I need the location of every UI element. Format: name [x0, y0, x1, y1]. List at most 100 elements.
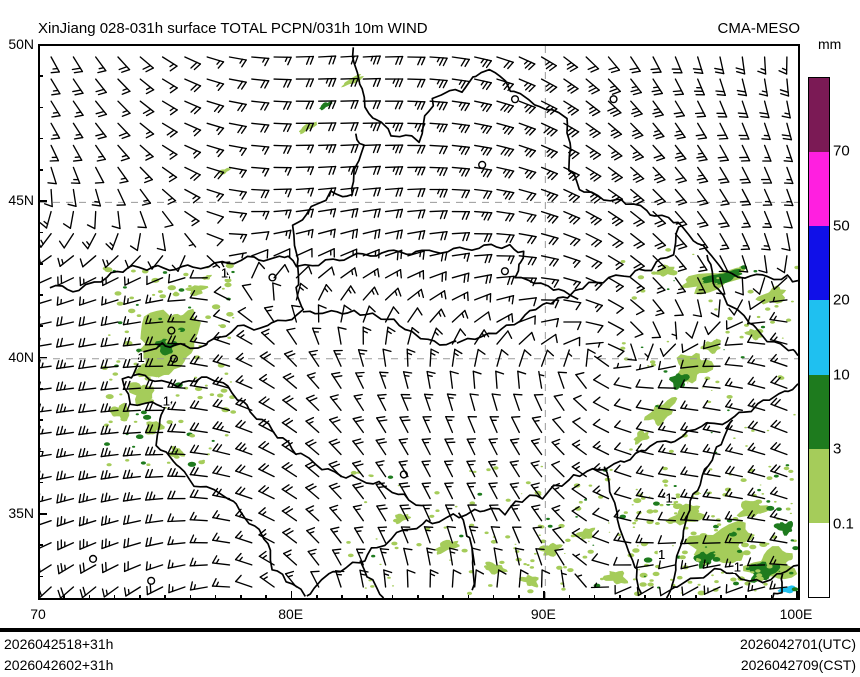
wind-barb — [741, 210, 751, 228]
contour-label: 1 — [137, 350, 144, 365]
wind-barb — [719, 233, 730, 251]
wind-barb — [406, 569, 416, 588]
wind-barb — [607, 78, 621, 95]
precip-speck — [459, 534, 464, 538]
wind-barb — [451, 252, 470, 262]
precip-speck — [505, 498, 511, 502]
colorbar[interactable] — [808, 77, 830, 598]
wind-barb — [658, 360, 677, 371]
wind-barb — [167, 379, 186, 389]
wind-barb — [117, 122, 131, 140]
wind-barb — [139, 100, 155, 117]
wind-barb — [340, 285, 356, 301]
precip-speck — [225, 263, 234, 269]
wind-barb — [273, 78, 292, 88]
wind-barb — [488, 438, 498, 456]
precip-speck — [584, 498, 588, 501]
precip-speck — [714, 308, 718, 311]
wind-barb — [657, 535, 677, 545]
wind-barb — [407, 209, 426, 219]
wind-barb — [563, 277, 581, 290]
wind-barb — [57, 539, 75, 551]
precip-speck — [704, 546, 708, 548]
wind-barb — [167, 468, 186, 478]
wind-barb — [101, 586, 119, 598]
precip-speck — [759, 484, 762, 486]
y-axis-tick — [38, 75, 43, 77]
wind-barb — [295, 282, 308, 301]
wind-barb — [718, 166, 730, 184]
wind-barb — [429, 144, 448, 155]
wind-barb — [167, 423, 186, 434]
footer-init-time-cst: 2026042602+31h — [4, 657, 114, 673]
wind-barb — [95, 56, 107, 74]
wind-barb — [607, 321, 625, 336]
wind-barb — [111, 210, 121, 230]
precip-speck — [670, 578, 674, 581]
precip-speck — [174, 455, 180, 459]
wind-barb — [213, 286, 231, 301]
wind-barb — [607, 277, 624, 292]
wind-barb — [671, 321, 678, 340]
wind-barb — [783, 210, 793, 229]
precip-speck — [621, 342, 626, 345]
precip-speck — [643, 575, 647, 578]
wind-barb — [739, 166, 751, 184]
wind-barb — [674, 210, 688, 228]
wind-barb — [762, 210, 772, 228]
wind-barb — [139, 188, 152, 206]
precip-speck — [563, 566, 567, 569]
precip-speck — [639, 572, 648, 578]
wind-barb — [518, 277, 537, 287]
x-axis-tick — [720, 595, 722, 600]
wind-barb — [674, 277, 686, 295]
wind-barb — [613, 362, 632, 369]
precip-speck — [744, 426, 747, 429]
wind-barb — [509, 438, 520, 456]
wind-barb — [40, 564, 52, 573]
wind-barb — [629, 56, 641, 74]
wind-barb — [167, 401, 186, 411]
precip-speck — [364, 501, 368, 504]
wind-barb — [362, 208, 381, 219]
precip-speck — [132, 445, 136, 448]
wind-barb — [563, 122, 580, 138]
precip-speck — [395, 514, 398, 517]
precip-speck — [416, 543, 422, 547]
wind-barb — [295, 122, 315, 132]
wind-barb — [335, 570, 345, 588]
wind-barb — [359, 569, 369, 588]
x-axis-tick — [38, 591, 40, 600]
calm-circle — [510, 95, 520, 104]
wind-barb — [540, 277, 560, 288]
wind-barb — [496, 78, 514, 92]
precip-speck — [130, 269, 136, 273]
wind-barb — [281, 439, 298, 456]
wind-barb — [518, 56, 536, 71]
wind-barb — [318, 77, 337, 87]
colorbar-band — [809, 522, 829, 597]
wind-barb — [273, 264, 290, 279]
wind-barb — [318, 248, 335, 258]
wind-barb — [652, 233, 667, 250]
wind-barb — [657, 466, 677, 478]
wind-barb — [466, 482, 476, 500]
wind-barb — [725, 421, 743, 434]
precip-speck — [726, 395, 733, 399]
precip-speck — [525, 481, 531, 485]
precip-speck — [768, 465, 772, 468]
wind-barb — [318, 55, 337, 65]
precip-speck — [714, 580, 719, 584]
precip-speck — [564, 553, 566, 554]
wind-barb — [308, 349, 320, 367]
precip-speck — [673, 280, 675, 282]
wind-barb — [468, 525, 479, 544]
wind-barb — [592, 440, 610, 456]
wind-barb — [518, 349, 532, 367]
wind-barb — [614, 442, 632, 456]
precip-speck — [178, 288, 185, 292]
x-axis-tick — [265, 595, 267, 600]
wind-barb — [258, 485, 275, 500]
precip-speck — [592, 544, 595, 546]
